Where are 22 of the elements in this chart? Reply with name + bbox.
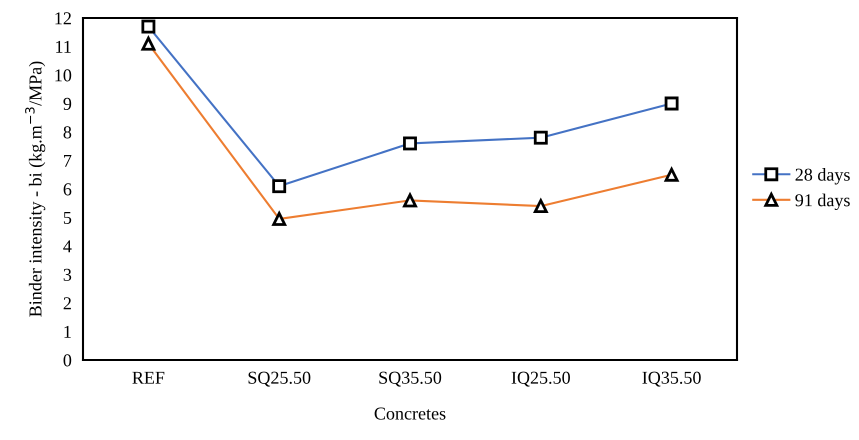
y-tick-label: 4: [63, 240, 72, 252]
y-tick-label: 6: [64, 183, 72, 196]
y-tick-label: 2: [64, 297, 71, 310]
x-tick-label: IQ35.50: [642, 372, 701, 387]
y-tick-label: 0: [64, 354, 72, 366]
legend-label: 28 days: [796, 168, 850, 184]
y-tick-label: 9: [63, 98, 72, 110]
y-tick-label: 10: [55, 69, 72, 82]
y-tick-label: 5: [64, 212, 72, 224]
x-tick-label: SQ35.50: [379, 372, 442, 387]
y-tick-label: 7: [64, 154, 72, 167]
y-axis-title: Binder intensity - bi (kg.m$^{−3}$/MPa): [25, 62, 46, 317]
legend-label: 91 days: [795, 194, 850, 210]
y-tick-label: 1: [64, 326, 71, 338]
y-tick-label: 3: [64, 268, 72, 281]
y-tick-label: 8: [64, 126, 72, 138]
x-tick-label: IQ25.50: [512, 372, 570, 387]
x-tick-label: SQ25.50: [248, 372, 310, 387]
x-axis-title: Concretes: [374, 408, 446, 420]
x-tick-label: REF: [132, 372, 164, 384]
y-tick-label: 12: [55, 12, 71, 24]
y-tick-label: 11: [56, 40, 71, 53]
